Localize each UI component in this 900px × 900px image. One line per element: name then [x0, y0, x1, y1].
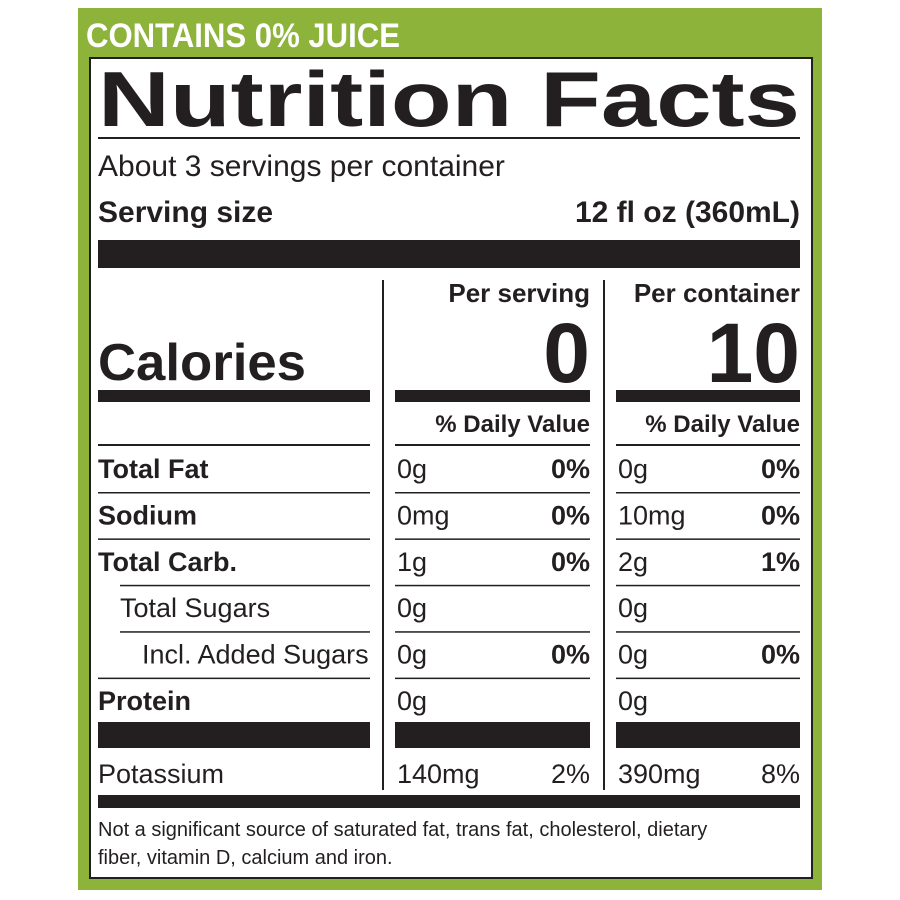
rule: [616, 492, 800, 494]
rule: [616, 631, 800, 633]
column-divider: [603, 280, 605, 790]
daily-value-header: % Daily Value: [645, 411, 800, 438]
calories-label: Calories: [98, 334, 306, 392]
rule: [98, 444, 370, 446]
calories-value: 0: [543, 306, 590, 400]
rule: [395, 538, 590, 540]
footnote: Not a significant source of saturated fa…: [98, 819, 707, 841]
daily-value: 0%: [761, 500, 800, 530]
thick-rule: [395, 722, 590, 748]
daily-value: 0%: [551, 547, 590, 577]
amount: 0g: [618, 640, 648, 670]
amount: 0g: [397, 686, 427, 716]
rule: [616, 677, 800, 680]
amount: 0g: [618, 454, 648, 484]
column-divider: [382, 280, 384, 790]
daily-value: 0%: [551, 640, 590, 670]
amount: 0g: [397, 454, 427, 484]
daily-value: 1%: [761, 547, 800, 577]
nutrient-name: Total Sugars: [120, 593, 270, 623]
rule: [98, 137, 800, 139]
nutrient-name: Sodium: [98, 500, 197, 530]
rule: [395, 584, 590, 587]
rule: [98, 538, 370, 540]
thick-rule: [616, 722, 800, 748]
calories-value: 10: [707, 306, 800, 400]
daily-value: 0%: [551, 454, 590, 484]
amount: 0g: [397, 640, 427, 670]
thick-rule: [98, 390, 370, 402]
daily-value: 2%: [551, 759, 590, 789]
daily-value: 8%: [761, 759, 800, 789]
daily-value: 0%: [761, 640, 800, 670]
nutrient-name: Incl. Added Sugars: [142, 640, 369, 670]
rule: [616, 584, 800, 587]
amount: 390mg: [618, 759, 701, 789]
daily-value-header: % Daily Value: [435, 411, 590, 438]
servings: About 3 servings per container: [98, 150, 505, 183]
amount: 1g: [397, 547, 427, 577]
nutrient-name: Total Fat: [98, 454, 209, 484]
rule: [98, 492, 370, 494]
nutrient-name: Protein: [98, 686, 191, 716]
amount: 0g: [618, 686, 648, 716]
rule: [120, 631, 370, 633]
rule: [395, 444, 590, 446]
rule: [120, 584, 370, 587]
thick-rule: [98, 795, 800, 808]
thick-rule: [98, 240, 800, 268]
amount: 2g: [618, 547, 648, 577]
amount: 0mg: [397, 500, 450, 530]
amount: 0g: [618, 593, 648, 623]
nutrient-name: Total Carb.: [98, 547, 237, 577]
thick-rule: [395, 390, 590, 402]
rule: [98, 677, 370, 680]
rule: [395, 677, 590, 680]
column-header: Per serving: [448, 278, 590, 308]
rule: [616, 444, 800, 446]
amount: 140mg: [397, 759, 480, 789]
banner: CONTAINS 0% JUICE: [86, 17, 400, 55]
amount: 10mg: [618, 500, 686, 530]
amount: 0g: [397, 593, 427, 623]
daily-value: 0%: [551, 500, 590, 530]
serving-size-value: 12 fl oz (360mL): [575, 196, 800, 229]
footnote: fiber, vitamin D, calcium and iron.: [98, 847, 393, 869]
daily-value: 0%: [761, 454, 800, 484]
rule: [395, 492, 590, 494]
nutrient-name: Potassium: [98, 759, 224, 789]
thick-rule: [616, 390, 800, 402]
thick-rule: [98, 722, 370, 748]
column-header: Per container: [634, 278, 800, 308]
title: Nutrition Facts: [98, 55, 800, 143]
rule: [616, 538, 800, 540]
serving-size-label: Serving size: [98, 196, 273, 229]
rule: [395, 631, 590, 633]
